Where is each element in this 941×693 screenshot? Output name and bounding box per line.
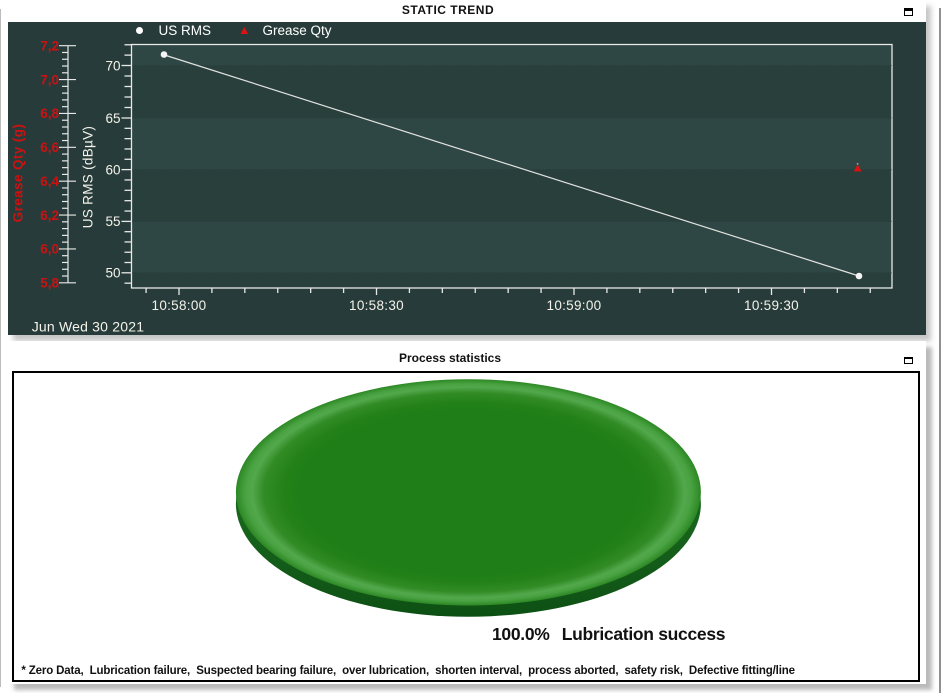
svg-text:7,2: 7,2 <box>40 39 59 54</box>
svg-text:7,0: 7,0 <box>40 72 59 87</box>
svg-text:6,0: 6,0 <box>40 242 59 257</box>
svg-text:US RMS: US RMS <box>159 23 212 38</box>
svg-text:* Zero Data, Lubrication fail: * Zero Data, Lubrication failure, Suspec… <box>21 665 795 677</box>
svg-text:6,8: 6,8 <box>40 106 59 121</box>
svg-text:10:58:30: 10:58:30 <box>349 298 404 313</box>
svg-text:6,2: 6,2 <box>40 208 59 223</box>
svg-text:55: 55 <box>105 214 120 229</box>
svg-text:Grease Qty: Grease Qty <box>263 23 332 38</box>
svg-text:10:58:00: 10:58:00 <box>152 298 207 313</box>
svg-text:10:59:00: 10:59:00 <box>547 298 602 313</box>
svg-text:10:59:30: 10:59:30 <box>744 298 799 313</box>
svg-text:6,4: 6,4 <box>40 174 59 189</box>
svg-text:Jun Wed 30 2021: Jun Wed 30 2021 <box>32 319 145 335</box>
svg-text:50: 50 <box>105 266 120 281</box>
svg-text:US RMS (dBµV): US RMS (dBµV) <box>81 126 96 228</box>
svg-text:60: 60 <box>105 162 120 177</box>
svg-text:100.0% Lubrication success: 100.0% Lubrication success <box>492 624 726 644</box>
svg-text:5,8: 5,8 <box>40 276 59 291</box>
svg-text:6,6: 6,6 <box>40 140 59 155</box>
svg-text:65: 65 <box>105 111 120 126</box>
svg-text:70: 70 <box>105 58 120 73</box>
svg-text:Grease Qty (g): Grease Qty (g) <box>11 124 26 223</box>
